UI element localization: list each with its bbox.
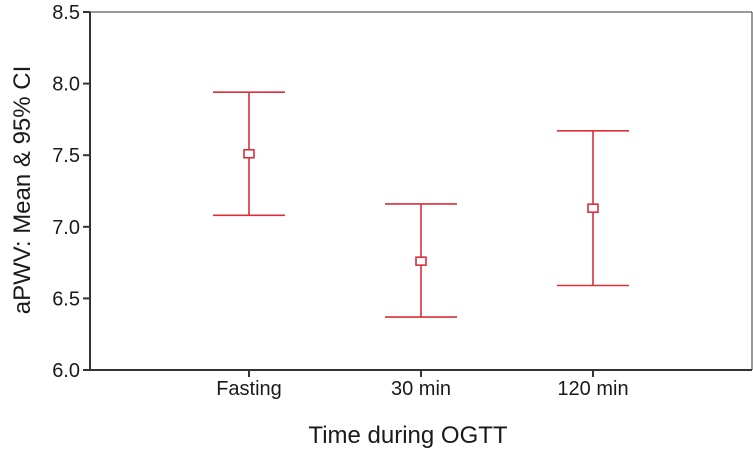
error-bar-120-min	[557, 130, 629, 287]
error-bar-30-min	[385, 203, 457, 318]
y-tick-label: 8.5	[52, 2, 80, 24]
error-bar-fasting	[213, 91, 285, 217]
y-tick-label: 7.0	[52, 217, 80, 239]
x-tick-label: Fasting	[216, 378, 282, 400]
y-tick-label: 7.5	[52, 145, 80, 167]
mean-marker	[587, 203, 599, 213]
y-tick-label: 6.0	[52, 360, 80, 382]
x-tick-label: 30 min	[391, 378, 451, 400]
y-tick-label: 6.5	[52, 288, 80, 310]
x-axis: Fasting 30 min 120 min	[216, 370, 629, 400]
mean-marker	[243, 148, 255, 159]
y-tick-label: 8.0	[52, 74, 80, 96]
y-axis: 6.0 6.5 7.0 7.5 8.0 8.5	[52, 2, 90, 382]
x-tick-label: 120 min	[557, 378, 628, 400]
x-axis-title: Time during OGTT	[308, 422, 507, 449]
mean-marker	[415, 256, 427, 266]
y-axis-title: aPWV: Mean & 95% CI	[9, 66, 36, 315]
error-bars	[213, 91, 629, 318]
